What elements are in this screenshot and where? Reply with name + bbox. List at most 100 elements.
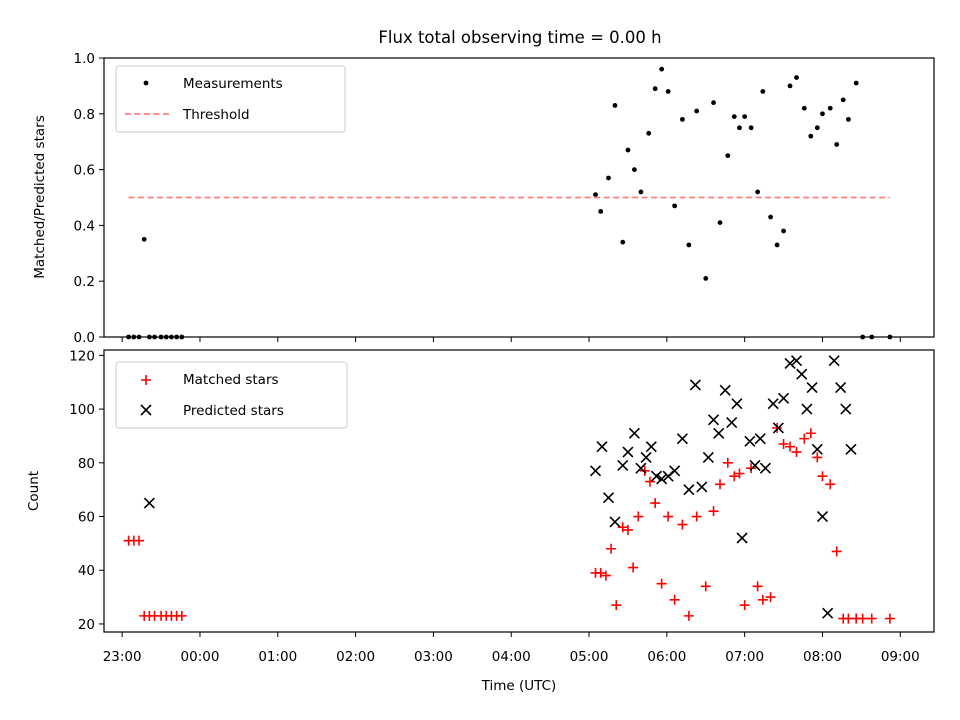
matched-star-point <box>656 578 667 589</box>
predicted-star-point <box>828 355 840 367</box>
predicted-star-point <box>744 435 756 447</box>
measurement-point <box>606 175 611 181</box>
x-tick-label: 03:00 <box>414 649 453 665</box>
y-tick-label: 0.2 <box>74 274 95 290</box>
x-tick-label: 09:00 <box>881 649 920 665</box>
matched-star-point <box>805 428 816 439</box>
matched-star-point <box>639 465 650 476</box>
y-tick-label: 60 <box>78 510 95 526</box>
matched-star-point <box>831 546 842 557</box>
matched-star-point <box>785 441 796 452</box>
bottom-plot-marks <box>123 355 895 624</box>
measurement-point <box>646 130 652 136</box>
legend-threshold-label: Threshold <box>182 107 250 123</box>
bottom-plot-y-ticks: 20 40 60 80 100 120 <box>69 348 104 633</box>
matched-star-point <box>683 610 694 621</box>
predicted-star-point <box>767 398 779 410</box>
matched-star-point <box>134 535 145 546</box>
y-tick-label: 40 <box>78 563 95 579</box>
predicted-star-point <box>806 382 818 394</box>
measurement-point <box>760 89 766 94</box>
predicted-star-point <box>759 462 771 474</box>
measurement-point <box>680 116 685 122</box>
measurement-point <box>612 103 618 108</box>
matched-star-point <box>700 581 711 592</box>
top-plot-y-ticks: 0.0 0.2 0.4 0.6 0.8 1.0 <box>74 51 104 346</box>
y-tick-label: 0.8 <box>74 107 95 123</box>
matched-star-point <box>752 581 763 592</box>
x-tick-label: 01:00 <box>258 649 297 665</box>
measurement-point <box>717 220 723 226</box>
matched-star-point <box>825 479 836 490</box>
matched-star-point <box>734 468 745 479</box>
predicted-star-point <box>602 492 615 504</box>
matched-star-point <box>729 471 740 482</box>
matched-star-point <box>677 519 688 530</box>
x-tick-label: 05:00 <box>570 649 609 665</box>
measurement-point <box>742 114 748 119</box>
measurement-point <box>686 242 692 248</box>
predicted-star-point <box>835 382 847 394</box>
x-tick-label: 07:00 <box>725 649 764 665</box>
matched-star-point <box>611 600 622 611</box>
predicted-star-point <box>676 433 688 445</box>
predicted-star-point <box>845 443 857 455</box>
measurement-point <box>808 133 814 139</box>
matched-star-point <box>746 463 757 474</box>
measurement-point <box>141 236 147 242</box>
matched-star-point <box>757 594 768 605</box>
legend-measurements-label: Measurements <box>183 76 283 92</box>
top-plot-frame <box>103 57 935 338</box>
matched-star-point <box>633 511 644 522</box>
matched-star-point <box>600 570 611 581</box>
legend-predicted-label: Predicted stars <box>183 403 284 419</box>
matched-star-point <box>866 613 877 624</box>
matched-star-point <box>669 594 680 605</box>
x-tick-label: 23:00 <box>103 649 142 665</box>
predicted-star-point <box>811 443 823 455</box>
measurement-point <box>665 89 671 94</box>
y-tick-label: 80 <box>78 456 95 472</box>
measurement-point <box>814 125 820 131</box>
matched-star-point <box>663 511 674 522</box>
predicted-star-point <box>749 459 761 472</box>
measurement-point <box>659 66 665 72</box>
measurement-point <box>840 97 846 103</box>
predicted-star-point <box>596 441 608 453</box>
bottom-plot-x-label: Time (UTC) <box>481 678 557 694</box>
matched-star-point <box>722 457 733 468</box>
measurement-point <box>711 100 716 106</box>
predicted-star-point <box>683 484 695 496</box>
measurement-point <box>853 80 859 86</box>
matched-star-point <box>176 610 187 621</box>
predicted-star-point <box>702 451 714 463</box>
measurement-point <box>632 167 637 173</box>
predicted-star-point <box>822 607 834 619</box>
predicted-star-point <box>143 497 155 509</box>
measurement-point <box>638 189 644 195</box>
predicted-star-point <box>645 441 657 453</box>
matched-star-point <box>884 613 895 624</box>
measurement-point <box>625 147 631 153</box>
y-tick-label: 100 <box>69 402 95 418</box>
measurement-point <box>737 125 742 131</box>
predicted-star-point <box>784 357 796 369</box>
predicted-star-point <box>731 398 743 410</box>
measurement-point <box>768 214 773 220</box>
matched-star-point <box>817 471 828 482</box>
bottom-legend: Matched stars Predicted stars <box>115 361 348 429</box>
measurement-point <box>694 108 700 114</box>
bottom-legend-box <box>115 361 348 429</box>
predicted-star-point <box>726 416 738 429</box>
matched-star-point <box>650 498 661 509</box>
matched-star-point <box>765 592 776 603</box>
y-tick-label: 0.6 <box>74 163 95 179</box>
y-tick-label: 0.0 <box>74 330 95 346</box>
measurement-point <box>620 239 626 245</box>
measurement-point <box>781 228 786 234</box>
x-tick-label: 06:00 <box>647 649 686 665</box>
predicted-star-point <box>669 465 681 477</box>
predicted-star-point <box>617 459 629 472</box>
predicted-star-point <box>796 368 808 380</box>
